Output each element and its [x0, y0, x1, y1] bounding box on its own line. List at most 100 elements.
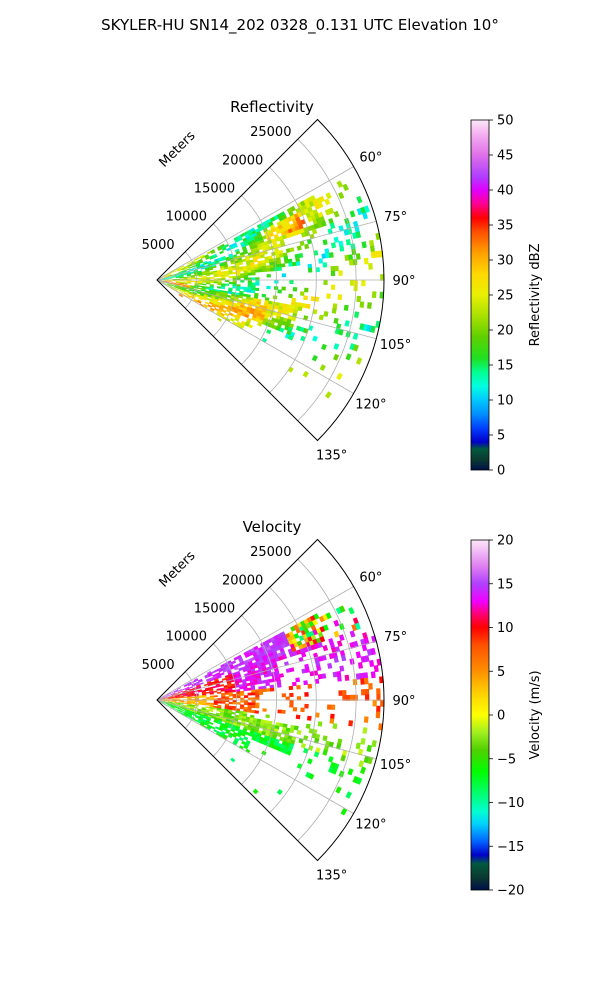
radar-gate	[231, 726, 236, 731]
radar-gate	[160, 699, 165, 700]
radar-gate	[217, 701, 222, 704]
radar-gate	[289, 247, 295, 253]
radar-gate	[232, 280, 237, 283]
radar-gate	[312, 619, 319, 626]
radar-gate	[230, 728, 236, 733]
radar-gate	[175, 285, 180, 288]
radar-gate	[239, 661, 245, 666]
panel-title: Velocity	[243, 518, 302, 536]
radar-gate	[217, 309, 223, 313]
radar-gate	[171, 705, 176, 707]
colorbar-tick-label: 15	[497, 577, 514, 592]
radar-gate	[163, 695, 168, 698]
radar-gate	[235, 710, 240, 714]
radar-gate	[191, 280, 196, 283]
radar-gate	[175, 702, 180, 704]
radar-gate	[168, 701, 173, 703]
radar-gate	[167, 704, 172, 707]
radar-gate	[322, 735, 328, 742]
azimuth-tick-label: 105°	[380, 758, 411, 773]
radar-gate	[265, 714, 270, 719]
radar-gate	[188, 292, 193, 295]
radar-gate	[202, 694, 207, 697]
radar-gate	[245, 677, 250, 682]
radar-gate	[373, 665, 379, 673]
radar-gate	[242, 265, 248, 269]
radar-gate	[344, 254, 350, 261]
radar-gate	[171, 284, 176, 287]
reflectivity-panel: Reflectivity 5000 10000 15000 20000 25000 Mete…	[142, 98, 543, 479]
radar-gate	[227, 291, 233, 295]
radar-gate	[187, 700, 192, 702]
radar-gate	[261, 731, 267, 736]
radar-gate	[258, 691, 264, 695]
radar-gate	[201, 718, 207, 722]
radar-gate	[209, 277, 215, 279]
radar-gate	[167, 284, 172, 287]
radar-gate	[186, 704, 192, 706]
azimuth-tick-label: 90°	[392, 694, 415, 709]
radar-gate	[305, 303, 311, 309]
radar-gate	[293, 633, 300, 639]
radar-gate	[307, 263, 313, 269]
radar-gate	[219, 724, 225, 728]
radar-gate	[247, 277, 252, 281]
radar-gate	[172, 697, 177, 699]
radar-gate	[328, 207, 335, 215]
radar-gate	[232, 733, 237, 738]
radar-gate	[309, 671, 315, 677]
radar-gate	[251, 692, 256, 696]
radar-gate	[160, 279, 165, 280]
radar-gate	[345, 239, 351, 246]
radar-gate	[221, 283, 226, 286]
velocity-panel: Velocity 5000 10000 15000 20000 25000 Meters 60…	[142, 518, 543, 899]
radar-gate	[326, 293, 331, 299]
radar-gate	[352, 617, 359, 625]
radar-gate	[168, 276, 173, 278]
radar-gate	[214, 260, 220, 263]
radar-gate	[186, 694, 192, 697]
radar-gate	[217, 283, 222, 286]
radar-gate	[206, 250, 212, 255]
radar-gate	[175, 283, 180, 285]
radar-gate	[164, 279, 169, 280]
radar-gate	[277, 683, 282, 688]
radar-gate	[205, 256, 210, 260]
radar-gate	[231, 265, 236, 269]
radar-gate	[325, 252, 330, 259]
radar-gate	[241, 320, 247, 326]
radar-gate	[201, 689, 206, 692]
radar-gate	[187, 682, 192, 686]
radar-gate	[175, 703, 180, 706]
radar-gate	[237, 656, 243, 662]
radar-gate	[337, 738, 343, 745]
radar-gate	[204, 674, 209, 678]
radar-gate	[330, 266, 335, 272]
radar-gate	[354, 311, 360, 318]
radar-gate	[333, 656, 339, 663]
radar-gate	[164, 278, 169, 279]
radar-gate	[170, 286, 175, 290]
radar-gate	[374, 250, 380, 258]
radar-gate	[186, 272, 191, 274]
radar-gate	[277, 266, 282, 271]
radar-gate	[348, 259, 354, 266]
radar-gate	[170, 271, 175, 274]
radar-gate	[218, 718, 223, 722]
radar-gate	[322, 239, 328, 246]
radar-gate	[233, 236, 239, 241]
colorbar-tick-label: 35	[497, 219, 514, 234]
radar-gate	[205, 706, 210, 709]
radar-gate	[292, 707, 298, 712]
radar-gate	[289, 308, 295, 314]
radar-gate	[232, 702, 237, 705]
radar-gate	[305, 667, 310, 673]
radar-gate	[364, 655, 370, 663]
radar-gate	[224, 690, 229, 694]
radar-gate	[183, 283, 188, 285]
azimuth-tick-label: 60°	[359, 571, 382, 586]
radar-gate	[201, 287, 206, 290]
radar-gate	[292, 287, 298, 292]
radar-gate	[266, 285, 271, 290]
radar-gate	[168, 281, 173, 283]
